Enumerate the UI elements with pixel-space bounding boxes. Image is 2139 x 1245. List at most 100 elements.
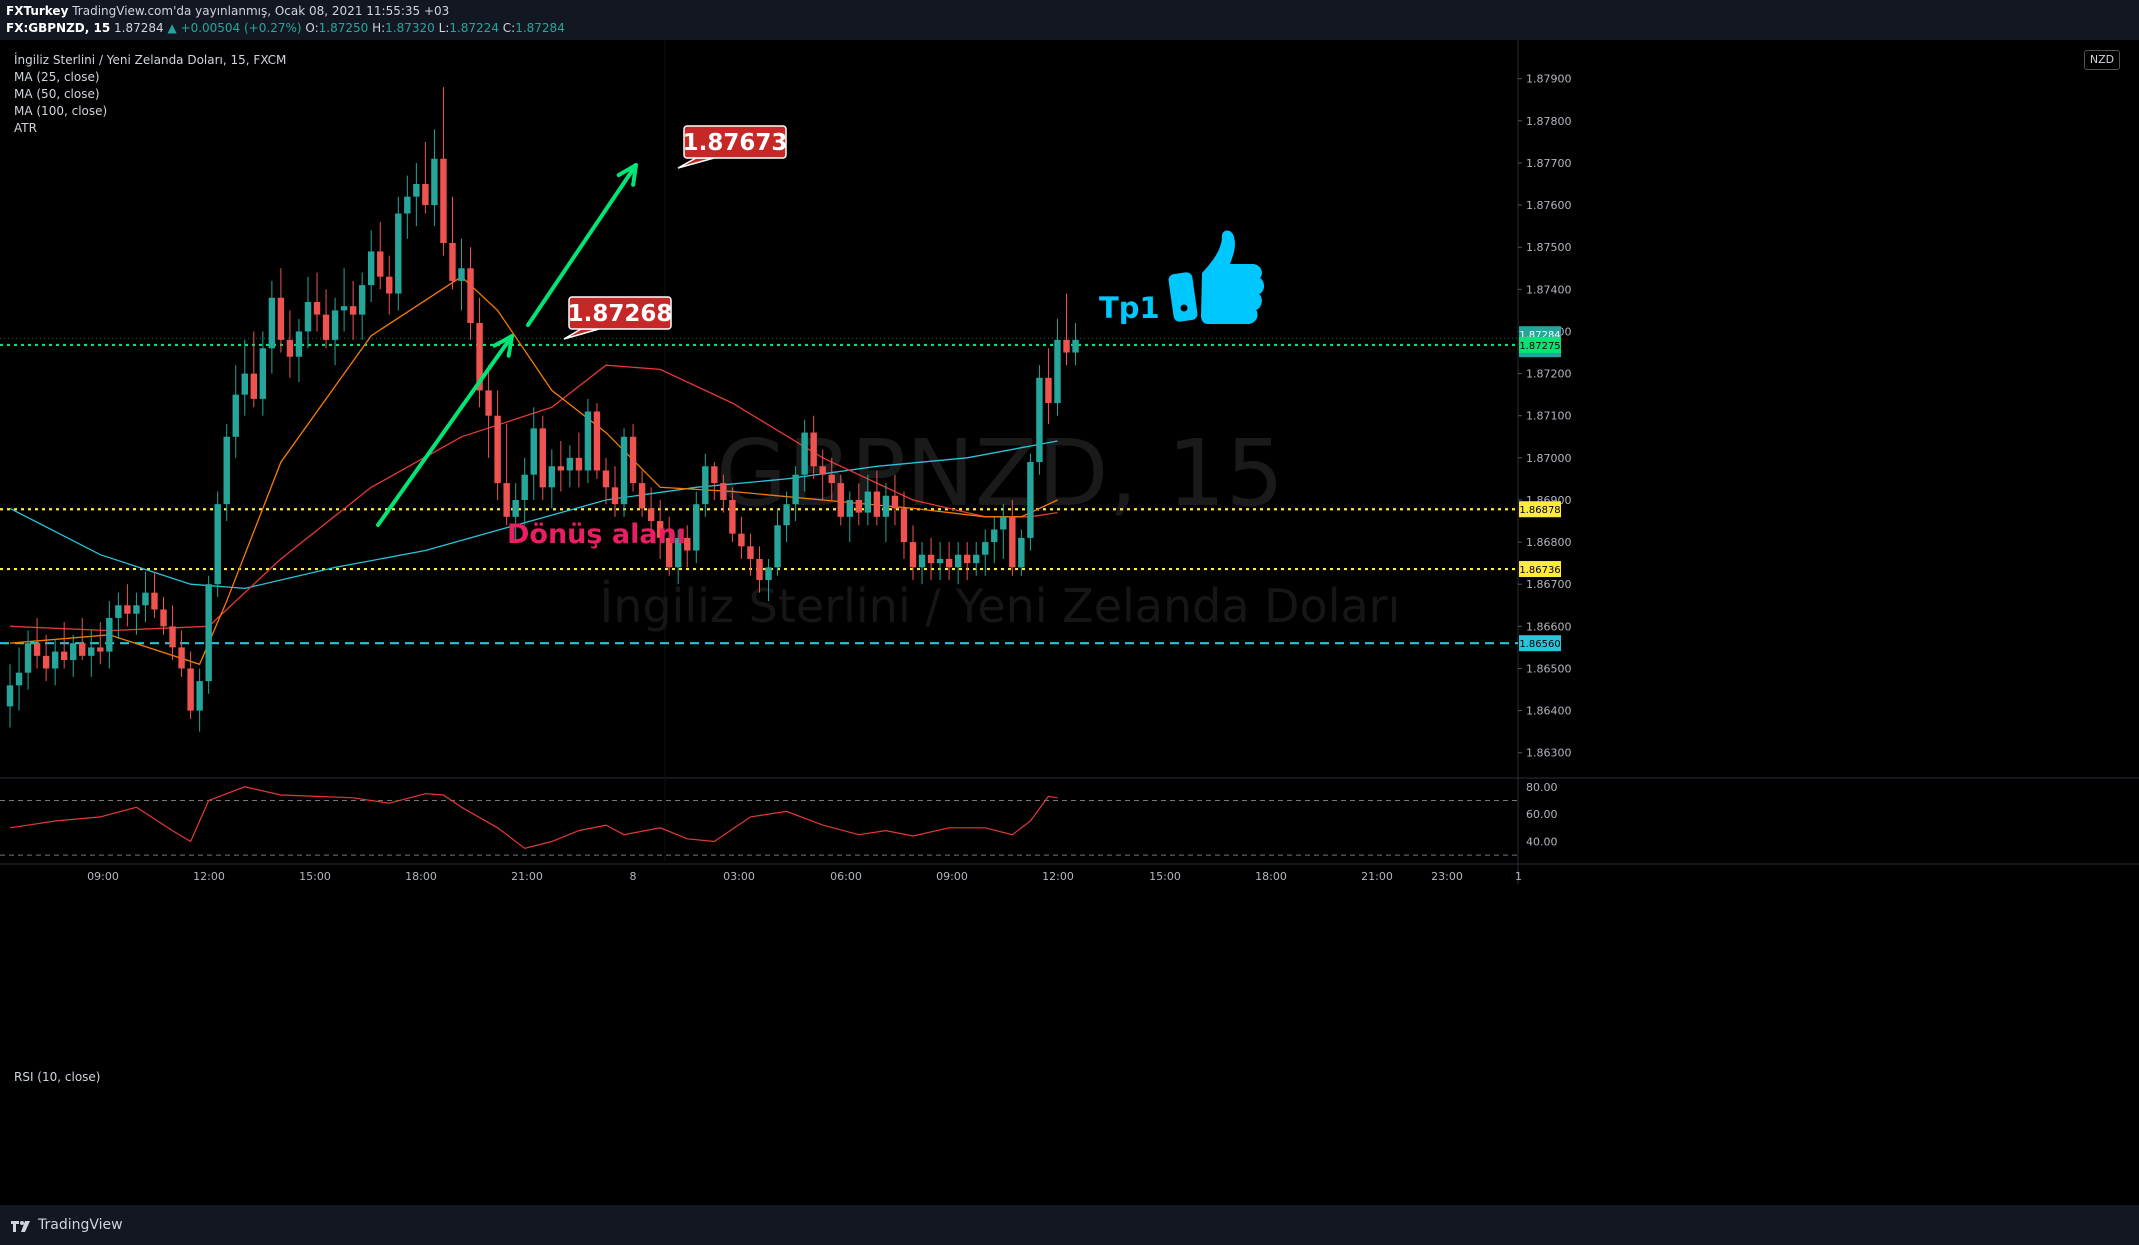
price-tick-label: 1.86400	[1526, 705, 1572, 718]
candle-body	[6, 685, 14, 707]
candle-body	[1000, 516, 1007, 530]
candle-body	[422, 184, 429, 206]
candle-body	[395, 213, 402, 294]
open-value: 1.87250	[318, 21, 369, 35]
reversal-zone-label: Dönüş alanı	[507, 519, 686, 550]
candle-body	[855, 499, 863, 513]
price-tick-label: 1.86500	[1526, 662, 1572, 675]
thumb-cuff	[1168, 272, 1198, 322]
price-tick-label: 1.87600	[1526, 199, 1572, 212]
publisher-name[interactable]: FXTurkey	[6, 4, 69, 18]
price-tick-label: 1.87200	[1526, 368, 1572, 381]
header-bar: FXTurkey TradingView.com'da yayınlanmış,…	[0, 0, 2139, 40]
high-value: 1.87320	[385, 21, 435, 35]
candle-body	[665, 537, 673, 568]
price-tick-label: 1.87800	[1526, 115, 1572, 128]
candle-body	[846, 499, 853, 517]
candle-body	[1072, 339, 1079, 353]
candle-body	[530, 428, 537, 475]
candle-body	[97, 647, 104, 652]
candle-body	[313, 301, 321, 315]
tp1-label: Tp1	[1099, 291, 1160, 325]
yellow-level-badge-1-bg	[1519, 501, 1561, 518]
candle-body	[1063, 339, 1070, 353]
time-tick-label: 09:00	[87, 870, 119, 883]
candle-body	[494, 415, 501, 484]
candle-body	[340, 306, 348, 311]
candle-body	[196, 681, 203, 711]
chart-area[interactable]: GBPNZD, 15 İngiliz Sterlini / Yeni Zelan…	[0, 40, 2139, 1205]
rsi-tick-label: 60.00	[1526, 808, 1558, 821]
up-arrow-2-head	[616, 163, 638, 187]
chart-title: İngiliz Sterlini / Yeni Zelanda Doları, …	[14, 53, 287, 67]
last-price: 1.87284	[114, 21, 164, 35]
candle-body	[467, 268, 474, 324]
cyan-level-badge-bg	[1519, 635, 1561, 652]
thumbs-up-icon	[1168, 230, 1265, 324]
legend-atr[interactable]: ATR	[14, 121, 37, 135]
candle-body	[115, 605, 122, 618]
candle-body	[873, 491, 881, 517]
candle-body	[142, 592, 149, 606]
candle-body	[602, 470, 610, 488]
candle-body	[232, 394, 239, 437]
candle-body	[431, 158, 438, 206]
time-tick-label: 1	[1515, 870, 1522, 883]
candle-body	[810, 432, 817, 467]
candle-body	[51, 651, 59, 669]
candle-body	[693, 504, 700, 551]
candle-body	[738, 533, 745, 547]
currency-badge[interactable]: NZD	[2084, 50, 2120, 70]
candle-body	[88, 647, 95, 656]
candle-body	[819, 466, 826, 475]
symbol-label[interactable]: FX:GBPNZD, 15	[6, 21, 111, 35]
candle-body	[702, 466, 709, 505]
legend-ma50[interactable]: MA (50, close)	[14, 87, 100, 101]
candle-body	[458, 268, 465, 281]
candle-body	[900, 508, 908, 543]
price-tick-label: 1.87500	[1526, 241, 1572, 254]
last-price-badge-text: 1.87284	[1519, 330, 1560, 341]
candle-body	[24, 643, 32, 673]
legend-ma25[interactable]: MA (25, close)	[14, 70, 100, 84]
time-tick-label: 12:00	[193, 870, 225, 883]
candle-body	[945, 558, 953, 568]
candle-body	[711, 466, 718, 484]
price-tick-label: 1.86300	[1526, 747, 1572, 760]
price-tick-label: 1.87000	[1526, 452, 1572, 465]
target-mid-label: 1.87268	[563, 296, 672, 340]
time-tick-label: 18:00	[405, 870, 437, 883]
candlestick-chart[interactable]: GBPNZD, 15 İngiliz Sterlini / Yeni Zelan…	[0, 40, 2139, 1205]
rsi-line	[9, 786, 1058, 849]
candle-body	[178, 647, 185, 669]
candle-body	[124, 605, 131, 614]
candle-body	[720, 483, 727, 500]
candle-body	[449, 242, 456, 281]
legend-ma100[interactable]: MA (100, close)	[14, 104, 108, 118]
candle-body	[33, 643, 41, 656]
candle-body	[954, 554, 962, 568]
candle-body	[223, 436, 230, 505]
yellow-level-badge-2-text: 1.86736	[1519, 565, 1560, 576]
legend-rsi[interactable]: RSI (10, close)	[14, 1070, 101, 1084]
candle-body	[169, 626, 176, 648]
candle-body	[828, 474, 835, 484]
yellow-level-badge-2: 1.86736	[1519, 561, 1561, 578]
candle-body	[557, 466, 565, 471]
candle-body	[440, 158, 447, 243]
candle-body	[584, 411, 592, 471]
candle-body	[963, 554, 971, 564]
candle-body	[268, 297, 276, 349]
brand[interactable]: TradingView	[10, 1217, 123, 1233]
candle-body	[322, 314, 330, 340]
candle-body	[70, 643, 77, 661]
candle-body	[927, 554, 935, 564]
target-high-label-box	[683, 125, 787, 159]
candle-body	[991, 529, 998, 543]
candle-body	[620, 436, 628, 505]
candle-body	[684, 537, 691, 551]
candle-body	[241, 373, 248, 395]
candle-body	[205, 584, 212, 682]
candle-body	[593, 411, 601, 471]
target-high-label-text: 1.87673	[683, 130, 788, 156]
